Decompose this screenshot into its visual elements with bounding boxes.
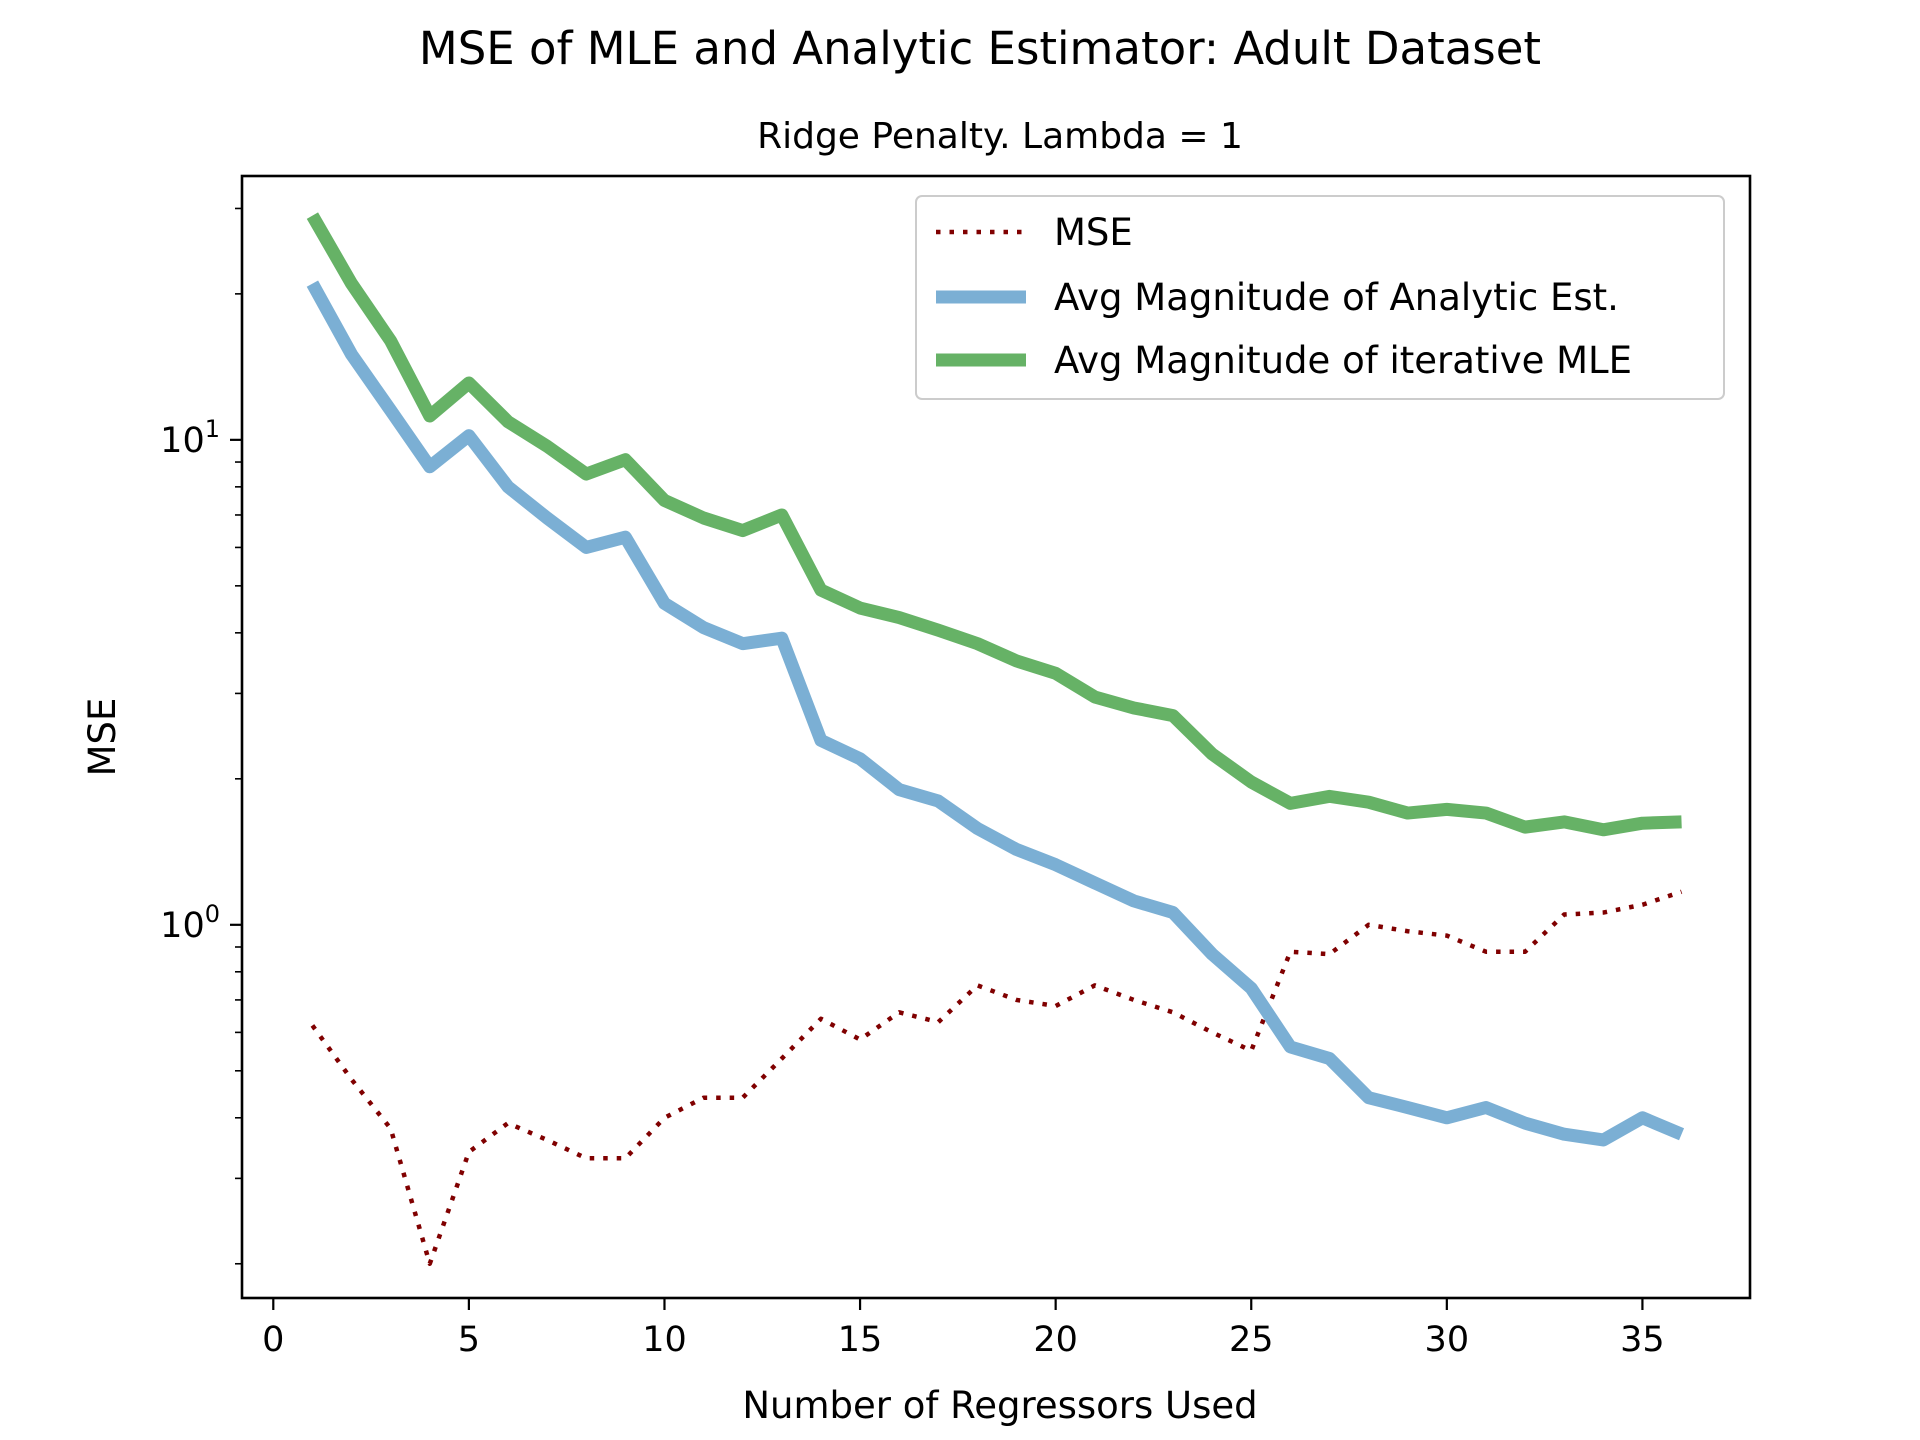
y-axis-label: MSE — [81, 698, 124, 777]
series-line-2 — [306, 280, 1685, 1147]
legend-label-1: MSE — [1054, 211, 1133, 254]
chart-title: MSE of MLE and Analytic Estimator: Adult… — [419, 22, 1541, 75]
x-axis: 0 5 10 15 20 25 30 35 — [262, 1298, 1665, 1360]
y-axis: 100 101 — [160, 207, 242, 1265]
x-tick-label: 10 — [642, 1320, 687, 1360]
legend-items: MSE Avg Magnitude of Analytic Est. Avg Mag… — [936, 211, 1632, 382]
legend-box — [915, 195, 1725, 400]
x-tick-label: 0 — [262, 1320, 284, 1360]
x-tick-label: 35 — [1620, 1320, 1665, 1360]
x-axis-label: Number of Regressors Used — [742, 1384, 1257, 1427]
x-tick-label: 30 — [1425, 1320, 1470, 1360]
series-layer — [306, 212, 1685, 1267]
series-line-1 — [310, 889, 1683, 1267]
series-line-3 — [306, 212, 1682, 837]
y-tick-label: 100 — [160, 900, 220, 946]
x-tick-label: 5 — [458, 1320, 480, 1360]
legend-label-3: Avg Magnitude of iterative MLE — [1054, 339, 1632, 382]
x-tick-label: 15 — [838, 1320, 883, 1360]
legend-label-2: Avg Magnitude of Analytic Est. — [1054, 276, 1619, 319]
legend: MSE Avg Magnitude of Analytic Est. Avg Mag… — [915, 195, 1725, 400]
x-tick-label: 20 — [1033, 1320, 1078, 1360]
y-tick-label: 101 — [160, 415, 220, 461]
chart-subtitle: Ridge Penalty. Lambda = 1 — [757, 116, 1243, 157]
plot-frame — [240, 174, 1752, 1300]
x-tick-label: 25 — [1229, 1320, 1274, 1360]
